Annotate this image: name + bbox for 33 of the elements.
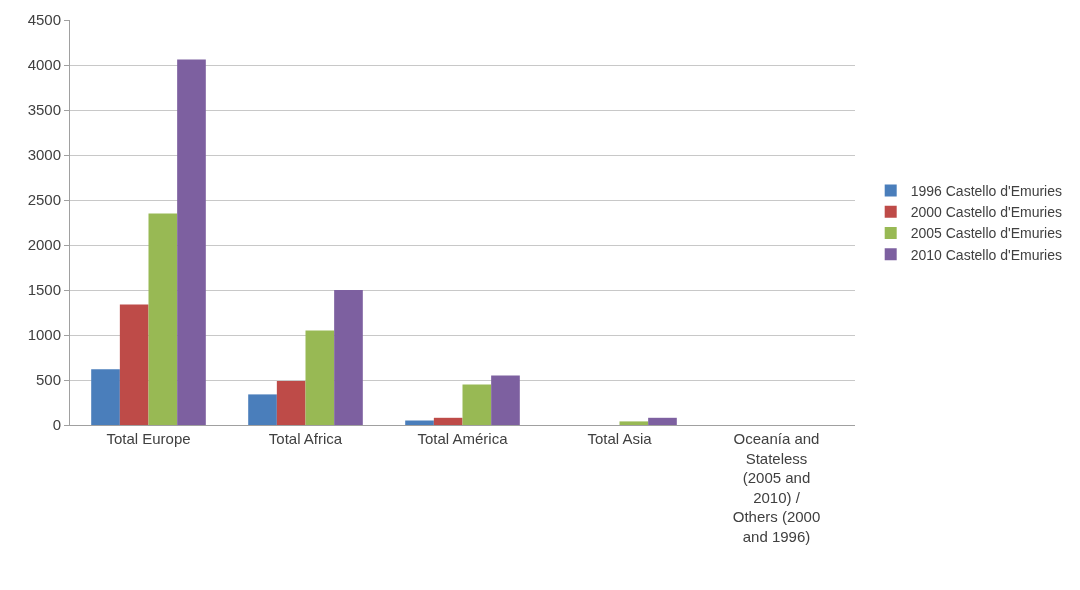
bar — [619, 421, 649, 425]
y-tick-label: 1500 — [27, 281, 61, 299]
y-tick-label: 3000 — [27, 146, 61, 164]
y-tick-label: 2000 — [27, 236, 61, 254]
bar — [177, 59, 206, 425]
legend-label: 1996 Castello d'Emuries — [910, 183, 1063, 200]
x-tick-label: Total Asia — [587, 430, 653, 447]
legend-label: 2000 Castello d'Emuries — [910, 204, 1063, 221]
y-tick-label: 4500 — [27, 11, 61, 29]
x-tick-label: Total Africa — [268, 430, 343, 447]
bar — [305, 330, 335, 425]
legend-label: 2010 Castello d'Emuries — [910, 246, 1063, 263]
bar — [276, 380, 306, 425]
legend-label: 2005 Castello d'Emuries — [910, 225, 1063, 242]
bar — [433, 417, 463, 425]
y-tick-label: 4000 — [27, 56, 61, 74]
bar — [491, 375, 520, 425]
bar — [91, 369, 120, 425]
bar — [462, 384, 492, 425]
bar — [648, 417, 677, 425]
x-tick-label: Oceanía and Stateless (2005 and 2010) / Others (2000 and 1996) — [732, 430, 821, 545]
y-tick-label: 500 — [35, 371, 61, 389]
y-tick-label: 2500 — [27, 191, 61, 209]
x-tick-label: Total América — [417, 430, 509, 447]
bar — [119, 304, 149, 425]
y-tick-label: 0 — [52, 416, 61, 434]
bar — [248, 394, 277, 425]
bar — [405, 420, 434, 425]
x-tick-label: Total Europe — [106, 430, 191, 447]
y-tick-label: 1000 — [27, 326, 61, 344]
y-tick-label: 3500 — [27, 101, 61, 119]
bar — [334, 290, 363, 425]
bar — [148, 213, 178, 425]
